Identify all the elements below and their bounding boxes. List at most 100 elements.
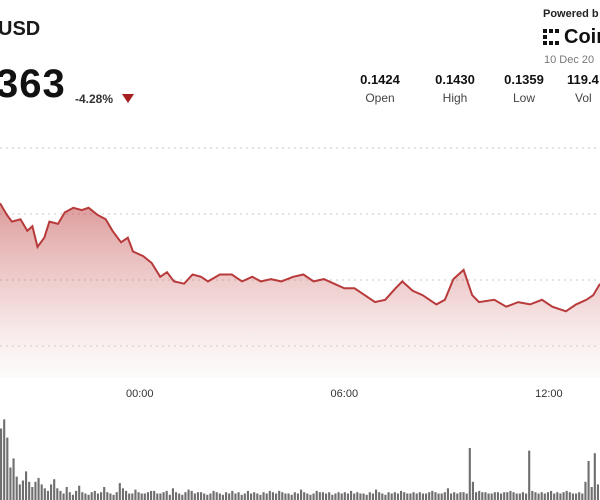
volume-bar [84, 493, 87, 500]
volume-bar [218, 493, 221, 500]
volume-bar [503, 492, 506, 500]
volume-bar [365, 494, 368, 500]
powered-by-text: Powered b [543, 8, 599, 20]
volume-bar [40, 484, 43, 500]
volume-bar [125, 490, 128, 500]
volume-bar [546, 492, 550, 500]
volume-bar [421, 493, 425, 500]
volume-bar [225, 492, 228, 500]
volume-bar [337, 492, 340, 500]
volume-bar [509, 490, 512, 500]
stat-high-label: High [442, 91, 468, 105]
volume-bar [190, 490, 193, 500]
volume-bar [28, 481, 31, 500]
time-axis: 00:00 06:00 12:00 [126, 388, 563, 400]
volume-bar [162, 492, 165, 500]
volume-bar [543, 493, 546, 500]
volume-bar [581, 493, 584, 500]
volume-bar [518, 493, 521, 500]
volume-bar [550, 490, 553, 500]
volume-bar [0, 428, 3, 500]
volume-bar [465, 493, 468, 500]
volume-bar [321, 492, 325, 500]
volume-bar [453, 492, 456, 500]
volume-bar [246, 490, 250, 500]
volume-bar [106, 492, 109, 500]
volume-bar [493, 492, 496, 500]
volume-bar [3, 419, 6, 500]
volume-bar [178, 493, 181, 500]
volume-bar [93, 490, 96, 500]
volume-bar [9, 467, 12, 500]
volume-bar [150, 490, 153, 500]
brand-name[interactable]: Coin [564, 26, 600, 48]
volume-bar [287, 493, 290, 500]
volume-bar [400, 490, 403, 500]
stat-volume-label: Vol [575, 91, 592, 105]
volume-bar [562, 492, 565, 500]
price-area [0, 203, 600, 378]
volume-bar [556, 492, 559, 500]
volume-bar [515, 493, 518, 500]
volume-bar [440, 493, 443, 500]
stat-open: 0.1424 Open [350, 72, 410, 105]
volume-bar [559, 493, 562, 500]
volume-bar [575, 493, 578, 500]
volume-bar [490, 493, 493, 500]
volume-bar [75, 490, 78, 500]
volume-bar [578, 492, 581, 500]
volume-bar [462, 492, 465, 500]
volume-bar [15, 476, 18, 500]
volume-bar [112, 494, 115, 500]
price-line [0, 202, 600, 313]
volume-bar [206, 494, 209, 500]
volume-bar [475, 492, 478, 500]
volume-bar [521, 492, 525, 500]
volume-bar [25, 471, 28, 500]
volume-bar [146, 492, 150, 500]
volume-bar [525, 493, 528, 500]
volume-bar [296, 493, 300, 500]
volume-bar [156, 493, 159, 500]
volume-bar [362, 493, 365, 500]
volume-bar [428, 492, 431, 500]
volume-bar [425, 493, 428, 500]
volume-bar [506, 492, 509, 500]
stat-low-value: 0.1359 [504, 72, 544, 87]
volume-bar [528, 450, 531, 500]
time-tick-label: 00:00 [126, 388, 154, 400]
volume-bar [34, 481, 37, 500]
coindesk-logo-icon[interactable] [542, 28, 560, 46]
volume-bar [121, 488, 125, 500]
volume-bar [96, 493, 100, 500]
volume-bar [171, 488, 175, 500]
volume-bar [537, 493, 540, 500]
stat-low: 0.1359 Low [494, 72, 554, 105]
volume-bar [56, 488, 59, 500]
volume-bar [243, 493, 246, 500]
volume-bar [240, 494, 243, 500]
volume-bar [59, 490, 62, 500]
volume-bar [531, 490, 534, 500]
volume-bar [393, 492, 396, 500]
volume-bar [6, 437, 9, 500]
volume-bar [387, 492, 390, 500]
price-change: -4.28% [75, 92, 114, 106]
volume-bar [412, 492, 415, 500]
volume-bar [500, 493, 503, 500]
volume-bar [262, 492, 265, 500]
volume-bar [312, 493, 315, 500]
volume-bar [437, 493, 440, 500]
volume-bar [81, 492, 84, 500]
volume-bar [62, 493, 65, 500]
volume-bar [115, 492, 118, 500]
volume-bar [109, 493, 112, 500]
volume-bar [434, 492, 437, 500]
volume-bar [371, 493, 375, 500]
volume-bar [290, 494, 293, 500]
volume-bar [478, 490, 481, 500]
volume-bar [253, 492, 256, 500]
volume-bar [390, 493, 393, 500]
stat-open-label: Open [365, 91, 395, 105]
volume-bar [587, 461, 590, 500]
